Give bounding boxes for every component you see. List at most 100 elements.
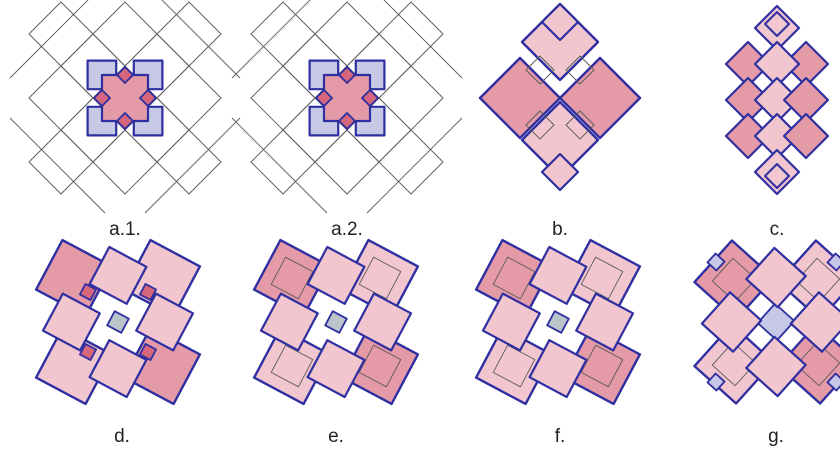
diamond-left: [478, 56, 562, 140]
small-diamond: [338, 66, 356, 84]
panel-a2: [231, 0, 463, 214]
inner-outline: [525, 110, 555, 140]
inner-outline: [711, 341, 757, 387]
center-square: [106, 310, 130, 334]
tile-square: [474, 326, 554, 406]
inner-outline: [795, 341, 840, 387]
outline-diamond: [28, 65, 94, 131]
tile-square: [528, 339, 588, 399]
tile-square: [135, 292, 195, 352]
diamond-top: [520, 2, 600, 82]
outline-diamond: [156, 129, 222, 195]
outline-diamond: [314, 129, 380, 195]
tile-square: [306, 339, 366, 399]
outline-diamond: [92, 129, 158, 195]
small-square: [79, 342, 97, 362]
tile-square: [88, 245, 148, 305]
inner-outline: [270, 256, 314, 300]
outline-diamond: [314, 1, 380, 67]
panel-c: [724, 4, 830, 196]
inner-outline: [358, 344, 402, 388]
small-diamond: [139, 89, 157, 107]
small-diamond-bottom: [540, 152, 580, 192]
inner-outline: [492, 344, 536, 388]
outline-diamond: [250, 1, 316, 67]
inner-outline: [565, 110, 595, 140]
diamond-right: [558, 56, 642, 140]
inner-outline: [580, 344, 624, 388]
small-square: [826, 252, 840, 272]
diagonal-line: [9, 0, 89, 79]
tile-square: [259, 292, 319, 352]
tile-square: [252, 326, 332, 406]
small-diamond: [116, 112, 134, 130]
outline-diamond: [28, 1, 94, 67]
tile-square: [41, 292, 101, 352]
inner-outline: [492, 256, 536, 300]
inner-outline: [580, 256, 624, 300]
small-square: [706, 372, 726, 392]
label-b: b.: [552, 219, 568, 240]
outline-diamond: [378, 129, 444, 195]
label-g: g.: [768, 426, 784, 447]
panel-d: [34, 238, 202, 406]
center-square: [756, 302, 796, 342]
tile-square: [481, 292, 541, 352]
panel-g: [693, 239, 840, 405]
small-diamond-bottom: [764, 163, 790, 189]
diagonal-line: [9, 117, 106, 214]
label-d: d.: [114, 426, 130, 447]
tile-square: [745, 246, 807, 309]
diagonal-line: [366, 117, 463, 214]
center-square: [546, 310, 570, 334]
tile-square: [575, 292, 635, 352]
label-c: c.: [770, 219, 785, 240]
panel-b: [478, 2, 642, 192]
tile-square: [745, 335, 807, 398]
panel-a1: [9, 0, 241, 214]
diagonal-line: [231, 117, 328, 214]
diagonal-line: [383, 0, 463, 79]
inner-outline: [270, 344, 314, 388]
small-square: [138, 282, 158, 302]
outline-diamond: [156, 1, 222, 67]
inner-outline: [525, 55, 555, 85]
outline-diamond: [28, 129, 94, 195]
outline-diamond: [250, 129, 316, 195]
small-diamond-top: [540, 2, 580, 42]
tile-square: [88, 339, 148, 399]
outline-diamond: [92, 1, 158, 67]
small-diamond: [116, 66, 134, 84]
diagonal-line: [161, 0, 241, 79]
small-diamond: [93, 89, 111, 107]
outline-diamond: [378, 65, 444, 131]
diagonal-line: [231, 0, 311, 79]
panel-e: [252, 238, 420, 406]
small-diamond: [361, 89, 379, 107]
tile-square: [306, 245, 366, 305]
small-diamond-top: [764, 11, 790, 37]
label-f: f.: [555, 426, 566, 447]
grid-diamond: [782, 112, 830, 160]
label-a2: a.2.: [331, 219, 363, 240]
small-square: [826, 372, 840, 392]
tile-square: [353, 292, 413, 352]
small-square: [138, 342, 158, 362]
label-e: e.: [328, 426, 344, 447]
tile-square: [528, 245, 588, 305]
outline-diamond: [156, 65, 222, 131]
small-square: [79, 282, 97, 302]
small-diamond: [338, 112, 356, 130]
outline-diamond: [378, 1, 444, 67]
panel-f: [474, 238, 642, 406]
small-diamond: [315, 89, 333, 107]
inner-outline: [565, 55, 595, 85]
small-square: [706, 252, 726, 272]
outline-diamond: [250, 65, 316, 131]
label-a1: a.1.: [109, 219, 141, 240]
center-square: [324, 310, 348, 334]
diagonal-line: [144, 117, 241, 214]
tile-square: [700, 291, 763, 353]
inner-outline: [358, 256, 402, 300]
